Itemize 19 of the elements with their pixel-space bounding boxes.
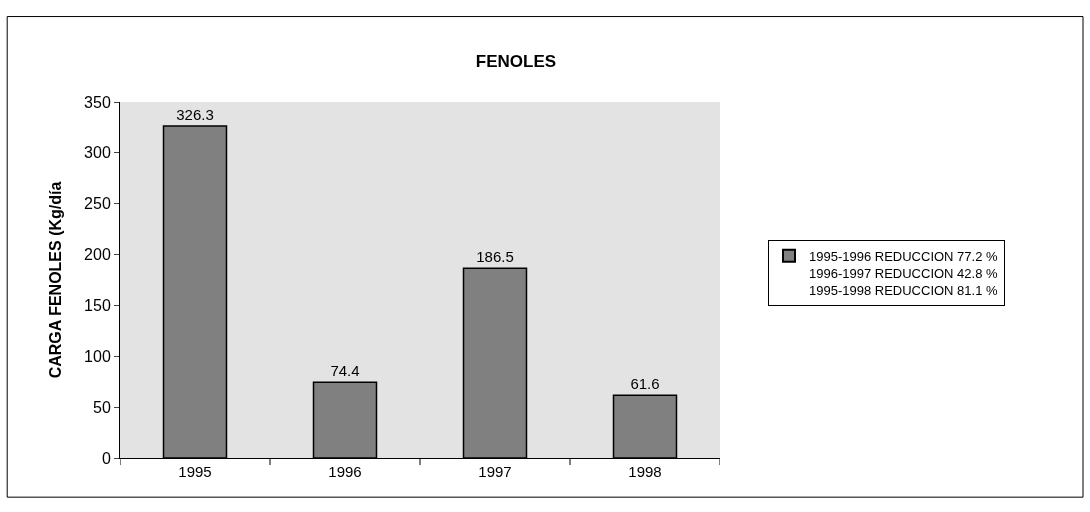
- chart-title: FENOLES: [475, 52, 557, 72]
- data-label: 186.5: [476, 248, 514, 266]
- y-tick-label: 100: [84, 347, 111, 365]
- legend-label: 1995-1996 REDUCCION 77.2 % 1996-1997 REDUCCION 42.8 % 1995-1998 REDUCCION 81.1 %: [809, 248, 999, 298]
- y-tick-label: 200: [84, 246, 111, 264]
- y-tick-label: 250: [84, 195, 111, 213]
- y-tick-label: 150: [84, 297, 111, 315]
- data-label: 74.4: [330, 362, 360, 380]
- y-tick-label: 0: [101, 449, 111, 467]
- x-tick-label: 1997: [478, 463, 512, 480]
- x-tick-label: 1998: [628, 463, 662, 480]
- y-tick-label: 350: [84, 93, 111, 111]
- y-tick-label: 50: [93, 398, 111, 416]
- data-label: 61.6: [630, 375, 660, 393]
- x-tick-label: 1995: [178, 463, 212, 480]
- y-tick-label: 300: [84, 144, 111, 162]
- y-axis-title: CARGA FENOLES (Kg/día: [47, 181, 64, 379]
- x-tick-label: 1996: [328, 463, 362, 480]
- data-label: 326.3: [176, 106, 214, 124]
